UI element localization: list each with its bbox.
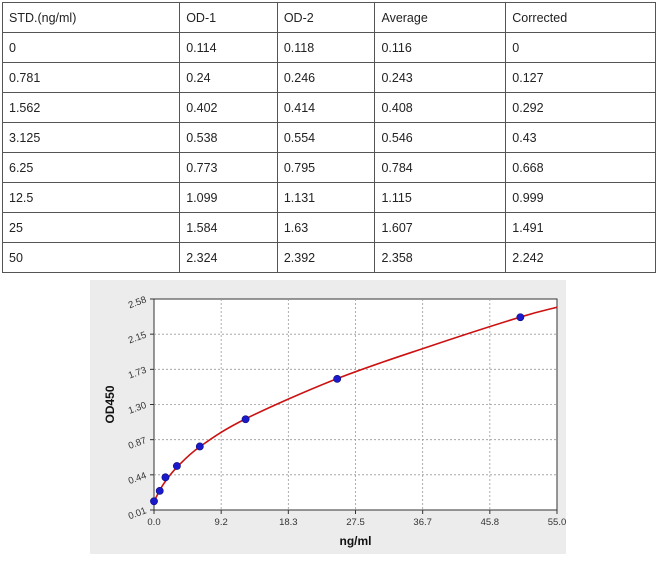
x-tick-label: 27.5 [346,517,365,528]
table-cell: 2.324 [179,242,278,273]
table-row: 25 1.584 1.63 1.607 1.491 [1,212,656,243]
data-point [150,497,158,506]
table-cell: 0.546 [374,122,507,153]
table-cell: 0.114 [179,32,278,63]
table-cell: 0.999 [505,182,656,213]
table-cell: 1.131 [276,182,376,213]
chart-panel: 0.0 9.2 18.3 27.5 36.7 45.8 55.0 0.01 0.44 0.87 1.… [90,280,566,554]
table-cell: 1.115 [374,182,507,213]
standard-curve-chart: 0.0 9.2 18.3 27.5 36.7 45.8 55.0 0.01 0.44 0.87 1.… [103,294,566,548]
table-cell: 1.562 [1,92,181,123]
y-tick-label: 2.58 [127,294,148,311]
table-cell: 0.408 [374,92,507,123]
y-tick-label: 0.87 [127,435,148,452]
table-cell: 0 [1,32,181,63]
table-cell: 0.118 [276,32,376,63]
data-point [241,415,250,424]
y-tick-label: 0.44 [127,470,148,487]
table-cell: 50 [1,242,181,273]
table-cell: 2.358 [374,242,507,273]
table-cell: 0.784 [374,152,507,183]
table-cell: 0.243 [374,62,507,93]
table-cell: 0.668 [505,152,656,183]
y-tick-label: 2.15 [127,330,148,347]
table-cell: 0.773 [179,152,278,183]
table-cell: 25 [1,212,181,243]
data-point [172,462,181,470]
table-cell: 0.127 [505,62,656,93]
table-cell: 6.25 [1,152,181,183]
table-cell: 0.795 [276,152,376,183]
table-cell: 0.292 [505,92,656,123]
data-point [195,442,204,451]
y-tick-label: 0.01 [127,505,148,522]
table-cell: 1.491 [505,212,656,243]
table-row: 0 0.114 0.118 0.116 0 [1,32,656,63]
y-tick-label: 1.73 [127,365,148,382]
table-cell: 0.24 [179,62,278,93]
data-point [516,313,525,322]
table-cell: 0.116 [374,32,507,63]
average-column-header: Average [374,2,507,33]
data-point [161,473,170,482]
table-cell: 12.5 [1,182,181,213]
table-cell: 0.414 [276,92,376,123]
x-axis-label: ng/ml [340,534,372,548]
table-cell: 0.246 [276,62,376,93]
table-cell: 1.584 [179,212,278,243]
table-cell: 3.125 [1,122,181,153]
table-row: 12.5 1.099 1.131 1.115 0.999 [1,182,656,213]
od1-column-header: OD-1 [179,2,278,33]
table-cell: 2.392 [276,242,376,273]
table-body: 0 0.114 0.118 0.116 0 0.781 0.24 0.246 0.243 0.12… [1,32,656,273]
x-tick-label: 45.8 [481,517,500,528]
table-cell: 0 [505,32,656,63]
table-row: 1.562 0.402 0.414 0.408 0.292 [1,92,656,123]
table-cell: 1.099 [179,182,278,213]
x-tick-label: 18.3 [279,517,298,528]
x-tick-label: 9.2 [215,517,228,528]
table-row: 6.25 0.773 0.795 0.784 0.668 [1,152,656,183]
y-axis-label: OD450 [103,385,117,423]
table-cell: 0.554 [276,122,376,153]
y-tick-label: 1.30 [127,400,148,417]
table-cell: 0.781 [1,62,181,93]
x-tick-label: 55.0 [548,517,566,528]
table-cell: 0.43 [505,122,656,153]
table-row: 3.125 0.538 0.554 0.546 0.43 [1,122,656,153]
fit-curve-line [153,306,558,503]
std-column-header: STD.(ng/ml) [1,2,181,33]
table-cell: 1.63 [276,212,376,243]
table-cell: 1.607 [374,212,507,243]
table-row: 50 2.324 2.392 2.358 2.242 [1,242,656,273]
x-tick-label: 0.0 [147,517,160,528]
corrected-column-header: Corrected [505,2,656,33]
table-row: 0.781 0.24 0.246 0.243 0.127 [1,62,656,93]
table-cell: 0.402 [179,92,278,123]
od2-column-header: OD-2 [276,2,376,33]
data-point [333,374,342,383]
table-cell: 0.538 [179,122,278,153]
data-point [155,486,164,495]
x-tick-label: 36.7 [413,517,432,528]
standard-curve-table: STD.(ng/ml) OD-1 OD-2 Average Corrected 0 0.1… [1,2,656,273]
table-cell: 2.242 [505,242,656,273]
table-header-row: STD.(ng/ml) OD-1 OD-2 Average Corrected [1,2,656,33]
